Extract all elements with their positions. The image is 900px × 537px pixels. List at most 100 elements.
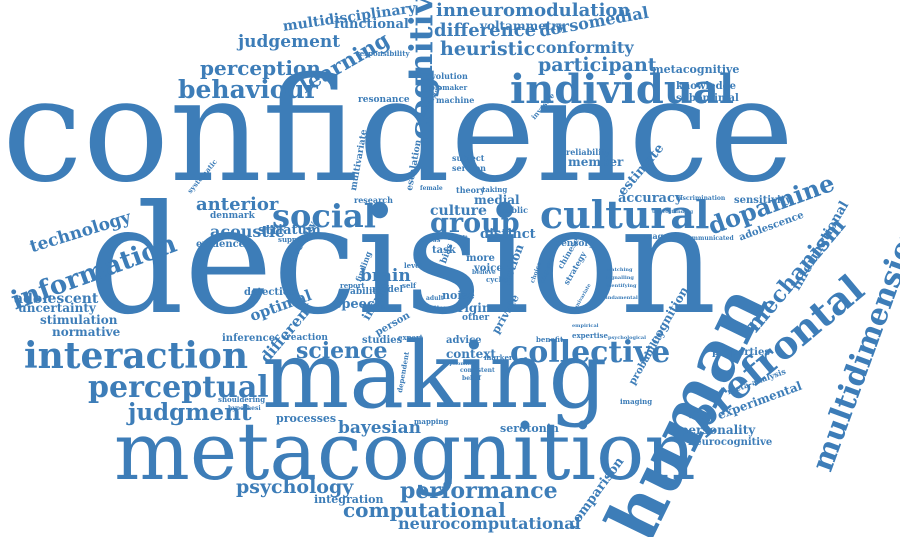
word-interaction: interaction [24, 335, 249, 377]
word-optionality: optionality [446, 361, 477, 367]
word-brain: brain [360, 266, 411, 286]
word-knowledge: knowledge [676, 81, 736, 92]
word-adult: adult [426, 295, 444, 302]
word-mapping: mapping [414, 417, 449, 426]
word-collective: collective [510, 335, 671, 370]
word-stimulation: stimulation [40, 313, 118, 327]
word-suboptimal: suboptimal [676, 93, 739, 104]
word-detection: detection [244, 287, 297, 298]
word-model: model [372, 285, 403, 295]
word-believe: believe [472, 269, 496, 276]
word-noise: noise [442, 289, 475, 302]
word-report: report [340, 281, 365, 290]
word-cross: cross [420, 235, 441, 244]
word-bayesian: bayesian [338, 418, 421, 438]
word-functional: functional [334, 17, 409, 32]
word-marker: marker [484, 353, 513, 362]
word-voltammetry: voltammetry [480, 19, 565, 33]
word-shouldering: shouldering [218, 395, 266, 404]
word-normative: normative [52, 325, 121, 339]
word-public: public [500, 205, 528, 215]
word-communicated: communicated [684, 235, 734, 242]
word-evolution: evolution [426, 71, 468, 81]
word-subject: subject [452, 153, 485, 163]
word-processes: processes [276, 412, 337, 425]
word-better: better [426, 305, 447, 312]
word-performance: performance [400, 478, 558, 504]
word-support: support [278, 235, 309, 244]
word-reaction: reaction [286, 333, 328, 343]
word-confidence: confidence [2, 46, 795, 214]
word-behaviour: behaviour [178, 75, 318, 104]
word-task: task [432, 245, 456, 256]
word-expert: expert [398, 333, 423, 342]
word-resonance: resonance [358, 95, 410, 105]
word-advice: advice [446, 335, 482, 346]
word-personality: personality [680, 423, 756, 437]
word-cyclic: cyclic [486, 275, 509, 284]
word-more: more [466, 253, 495, 264]
word-belief: belief [462, 375, 481, 382]
word-social: social [272, 197, 376, 235]
word-computational: computational [343, 498, 506, 522]
word-inneuromodulation: inneuromodulation [436, 0, 631, 21]
word-level: level [404, 261, 423, 270]
word-signalling: signalling [606, 275, 634, 281]
word-cultural: cultural [540, 192, 710, 237]
word-distinct: distinct [480, 227, 536, 242]
word-biomaker: biomaker [430, 83, 468, 92]
word-self: self [402, 281, 417, 290]
word-taking: taking [482, 185, 508, 194]
word-group: group [430, 208, 520, 239]
word-evidence: evidence [196, 239, 246, 250]
word-anterior: anterior [196, 194, 279, 215]
word-inference: inference [222, 333, 276, 344]
word-judgment: judgment [128, 399, 252, 426]
word-judgement: judgement [238, 32, 341, 52]
word-reliability: reliability [566, 147, 610, 157]
word-member: member [568, 155, 624, 169]
word-cognitive: cognitive [402, 0, 440, 140]
word-other: other [462, 313, 490, 323]
word-fundamental: fundamental [602, 295, 638, 301]
word-perceptual: perceptual [88, 370, 269, 405]
word-empirical: empirical [572, 323, 599, 329]
word-heuristic: heuristic [440, 38, 536, 60]
word-participant: participant [538, 54, 657, 76]
word-adolescent: adolescent [14, 291, 99, 307]
word-psychology: psychology [236, 476, 354, 498]
word-integration: integration [314, 493, 384, 506]
word-ability: ability [350, 287, 382, 297]
word-voice: voice [474, 263, 503, 274]
word-serotonin: serotonin [500, 422, 559, 435]
word-neurocognitive: neurocognitive [688, 437, 773, 448]
word-psychological: psychological [608, 335, 647, 341]
word-decision: decision [88, 174, 717, 348]
word-benefit: benefit [536, 335, 564, 344]
word-china: china [376, 303, 398, 312]
word-expertise: expertise [572, 331, 608, 340]
word-machine: machine [436, 95, 475, 105]
word-making: making [262, 322, 608, 429]
word-uncertainty: uncertainty [18, 301, 96, 315]
word-matching: matching [606, 267, 633, 273]
word-context: context [446, 347, 496, 361]
word-imaging: imaging [620, 397, 653, 406]
word-result: result [448, 235, 468, 242]
word-conformity: conformity [536, 38, 634, 57]
word-striatum: striatum [258, 223, 321, 238]
word-identifying: identifying [606, 283, 637, 289]
word-properties: properties [712, 347, 770, 358]
word-science: science [296, 338, 388, 364]
word-research: research [354, 195, 393, 205]
word-individual: individual [510, 66, 735, 113]
word-metacognition: metacognition [114, 405, 696, 498]
word-sensitivity: sensitivity [734, 195, 792, 206]
word-accuracy: accuracy [618, 191, 683, 206]
word-perception: perception [200, 56, 321, 80]
word-medial: medial [474, 193, 520, 207]
word-neurocomputational: neurocomputational [398, 514, 581, 533]
word-speech: speech [334, 297, 385, 312]
word-difference: difference [434, 20, 537, 41]
